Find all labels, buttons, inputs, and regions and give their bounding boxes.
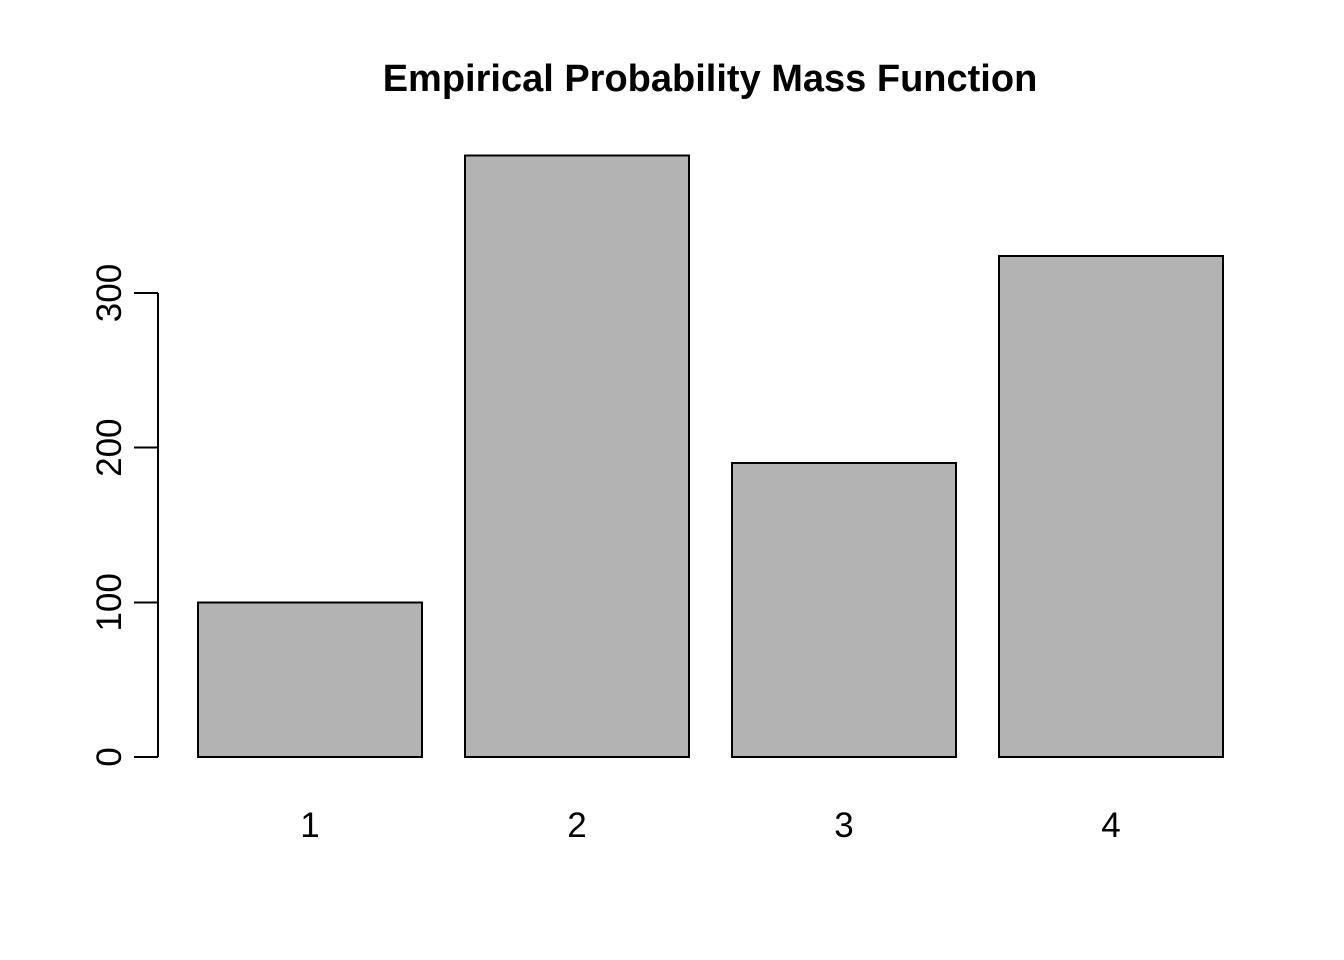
- x-label-4: 4: [1101, 806, 1120, 845]
- bar-1: [197, 601, 423, 758]
- y-axis: 0 100 200 300: [90, 264, 159, 767]
- bar-2: [464, 154, 690, 758]
- y-tick-label-300: 300: [90, 264, 129, 322]
- chart-title: Empirical Probability Mass Function: [383, 58, 1038, 100]
- x-label-1: 1: [300, 806, 319, 845]
- bar-4: [998, 254, 1224, 758]
- bar-3: [731, 462, 957, 758]
- x-label-3: 3: [834, 806, 853, 845]
- x-axis-labels: 1 2 3 4: [300, 806, 1120, 845]
- bars-group: [197, 154, 1224, 758]
- y-tick-label-100: 100: [90, 573, 129, 631]
- y-tick-label-200: 200: [90, 418, 129, 476]
- x-label-2: 2: [567, 806, 586, 845]
- y-tick-label-0: 0: [90, 747, 129, 766]
